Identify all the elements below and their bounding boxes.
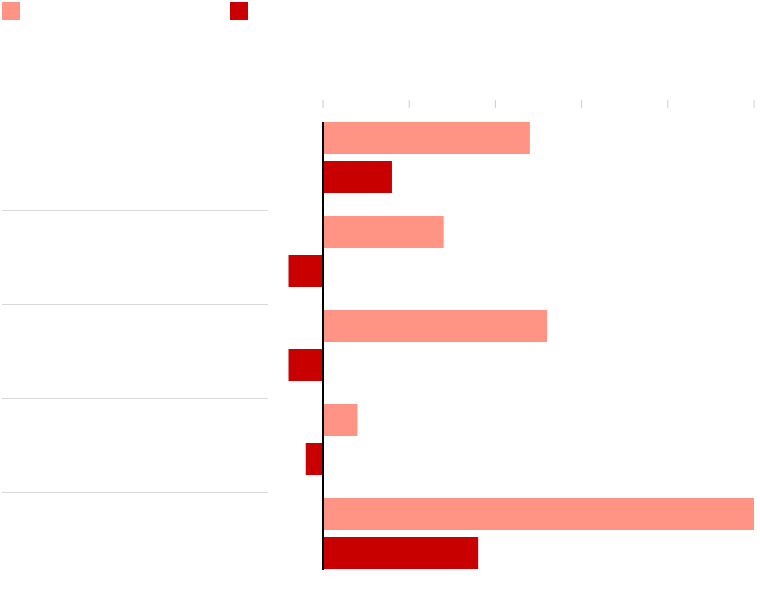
bar-2-row-5: [323, 537, 479, 569]
bars: [288, 122, 754, 569]
bar-2-row-1: [323, 161, 392, 193]
bar-2-row-4: [305, 443, 323, 475]
bar-1-row-4: [323, 404, 358, 436]
chart-legend: [0, 0, 760, 24]
legend-swatch-series-2: [230, 2, 248, 20]
bar-1-row-5: [323, 498, 754, 530]
legend-swatch-series-1: [2, 2, 20, 20]
bar-2-row-3: [288, 349, 323, 381]
bar-2-row-2: [288, 255, 323, 287]
bar-1-row-2: [323, 216, 444, 248]
row-dividers: [2, 210, 268, 493]
bar-1-row-3: [323, 310, 548, 342]
bar-1-row-1: [323, 122, 530, 154]
x-axis-ticks: [322, 100, 755, 108]
